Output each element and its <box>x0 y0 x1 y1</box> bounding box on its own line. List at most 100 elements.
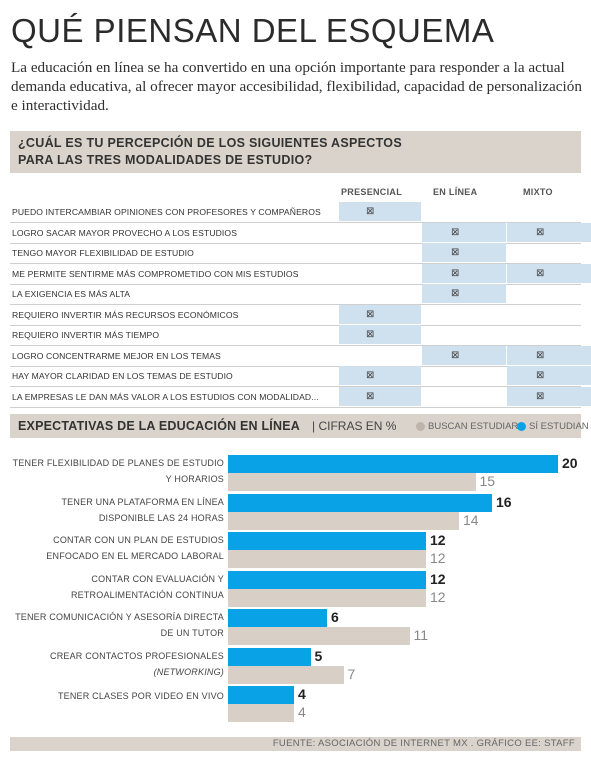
value-label-buscan-estudiar: 14 <box>463 512 479 528</box>
row-label: LOGRO CONCENTRARME MEJOR EN LOS TEMAS <box>12 351 221 361</box>
mark-cell <box>507 223 591 242</box>
bar-si-estudian <box>228 455 558 473</box>
category-label: TENER UNA PLATAFORMA EN LÍNEA <box>61 497 224 507</box>
question-line-2: PARA LAS TRES MODALIDADES DE ESTUDIO? <box>18 153 313 167</box>
value-label-si-estudian: 12 <box>430 532 446 548</box>
bar-buscan-estudiar <box>228 704 294 722</box>
category-label: CONTAR CON EVALUACIÓN Y <box>91 574 224 584</box>
bar-buscan-estudiar <box>228 512 459 530</box>
question-header: ¿CUÁL ES TU PERCEPCIÓN DE LOS SIGUIENTES… <box>10 131 581 173</box>
row-divider <box>10 243 581 244</box>
page-subtitle: La educación en línea se ha convertido e… <box>11 59 582 114</box>
mark-cell <box>422 284 506 303</box>
mark-cell <box>339 305 421 324</box>
value-label-buscan-estudiar: 7 <box>347 666 356 682</box>
mark-cell <box>339 202 421 221</box>
bar-si-estudian <box>228 686 294 704</box>
legend-dot-si-estudian <box>517 422 526 431</box>
table-row: ⊠ ⊠ LA EMPRESAS LE DAN MÁS VALOR A LOS EST… <box>10 387 591 407</box>
table-row: ⊠ REQUIERO INVERTIR MÁS TIEMPO <box>10 325 581 345</box>
mark-cell <box>422 346 506 365</box>
check-mark-icon: ⊠ <box>536 370 545 381</box>
mark-cell <box>507 366 591 385</box>
row-label: ME PERMITE SENTIRME MÁS COMPROMETIDO CON… <box>12 269 299 279</box>
row-divider <box>10 345 581 346</box>
category-label: Y HORARIOS <box>165 474 224 484</box>
legend-si-estudian: SÍ ESTUDIAN <box>529 421 589 432</box>
category-label: TENER CLASES POR VIDEO EN VIVO <box>57 691 224 701</box>
value-label-buscan-estudiar: 4 <box>298 704 306 720</box>
check-mark-icon: ⊠ <box>536 268 545 279</box>
row-label: LA EXIGENCIA ES MÁS ALTA <box>12 289 131 299</box>
row-divider <box>10 284 581 285</box>
category-label: TENER COMUNICACIÓN Y ASESORÍA DIRECTA <box>15 612 224 622</box>
page-title: QUÉ PIENSAN DEL ESQUEMA <box>11 12 495 49</box>
row-divider <box>10 222 581 223</box>
bar-si-estudian <box>228 532 426 550</box>
value-label-si-estudian: 6 <box>331 609 339 625</box>
column-header-presencial: PRESENCIAL <box>341 187 403 197</box>
category-label: CONTAR CON UN PLAN DE ESTUDIOS <box>53 535 224 545</box>
bar-buscan-estudiar <box>228 627 410 645</box>
category-label: DISPONIBLE LAS 24 HORAS <box>98 513 224 523</box>
value-label-buscan-estudiar: 15 <box>479 473 496 489</box>
legend-buscan-estudiar: BUSCAN ESTUDIAR <box>428 421 519 432</box>
category-label: ENFOCADO EN EL MERCADO LABORAL <box>46 551 224 561</box>
row-divider <box>10 325 581 326</box>
bar-buscan-estudiar <box>228 666 344 684</box>
row-divider <box>10 304 581 305</box>
value-label-buscan-estudiar: 11 <box>413 627 429 643</box>
check-mark-icon: ⊠ <box>451 247 460 258</box>
value-label-buscan-estudiar: 12 <box>430 550 446 566</box>
table-row: ⊠ ⊠ HAY MAYOR CLARIDAD EN LOS TEMAS DE EST… <box>10 366 591 386</box>
bar-buscan-estudiar <box>228 550 426 568</box>
mark-cell <box>507 387 591 406</box>
category-label: TENER FLEXIBILIDAD DE PLANES DE ESTUDIO <box>12 458 224 468</box>
table-row: ⊠ REQUIERO INVERTIR MÁS RECURSOS ECONÓMIC… <box>10 305 581 325</box>
mark-cell <box>507 264 591 283</box>
row-divider <box>10 366 581 367</box>
table-row: ⊠ ⊠ LOGRO SACAR MAYOR PROVECHO A LOS ESTUD… <box>10 223 591 243</box>
check-mark-icon: ⊠ <box>366 370 375 381</box>
row-label: PUEDO INTERCAMBIAR OPINIONES CON PROFESO… <box>12 207 321 217</box>
check-mark-icon: ⊠ <box>366 309 375 320</box>
bar-buscan-estudiar <box>228 589 426 607</box>
check-mark-icon: ⊠ <box>451 288 460 299</box>
check-mark-icon: ⊠ <box>451 350 460 361</box>
row-divider <box>10 263 581 264</box>
bar-buscan-estudiar <box>228 473 476 491</box>
unit-text: CIFRAS EN % <box>318 419 397 433</box>
table-row: ⊠ TENGO MAYOR FLEXIBILIDAD DE ESTUDIO <box>10 243 581 263</box>
check-mark-icon: ⊠ <box>536 350 545 361</box>
check-mark-icon: ⊠ <box>451 227 460 238</box>
mark-cell <box>339 325 421 344</box>
mark-cell <box>339 366 421 385</box>
mark-cell <box>507 346 591 365</box>
table-row: ⊠ ⊠ LOGRO CONCENTRARME MEJOR EN LOS TEMAS <box>10 346 591 366</box>
row-label: TENGO MAYOR FLEXIBILIDAD DE ESTUDIO <box>12 248 194 258</box>
row-label: REQUIERO INVERTIR MÁS RECURSOS ECONÓMICO… <box>12 310 239 320</box>
source-band: FUENTE: ASOCIACIÓN DE INTERNET MX . GRÁF… <box>10 737 581 751</box>
expectations-heading: EXPECTATIVAS DE LA EDUCACIÓN EN LÍNEA <box>18 419 300 433</box>
column-header-mixto: MIXTO <box>523 187 553 197</box>
row-label: LA EMPRESAS LE DAN MÁS VALOR A LOS ESTUD… <box>12 392 319 402</box>
check-mark-icon: ⊠ <box>536 227 545 238</box>
question-line-1: ¿CUÁL ES TU PERCEPCIÓN DE LOS SIGUIENTES… <box>18 136 402 150</box>
category-label: RETROALIMENTACIÓN CONTINUA <box>70 590 224 600</box>
check-mark-icon: ⊠ <box>451 268 460 279</box>
source-note: FUENTE: ASOCIACIÓN DE INTERNET MX . GRÁF… <box>272 738 575 749</box>
category-label: CREAR CONTACTOS PROFESIONALES <box>50 651 224 661</box>
expectations-unit: | CIFRAS EN % <box>312 419 397 433</box>
value-label-buscan-estudiar: 12 <box>430 589 446 605</box>
value-label-si-estudian: 20 <box>562 455 578 471</box>
column-header-en-linea: EN LÍNEA <box>433 187 478 197</box>
value-label-si-estudian: 4 <box>298 686 306 702</box>
mark-cell <box>422 264 506 283</box>
table-row: ⊠ PUEDO INTERCAMBIAR OPINIONES CON PROFES… <box>10 202 581 222</box>
table-row: ⊠ ⊠ ME PERMITE SENTIRME MÁS COMPROMETIDO C… <box>10 264 591 284</box>
check-mark-icon: ⊠ <box>536 391 545 402</box>
mark-cell <box>422 223 506 242</box>
row-divider <box>10 386 581 387</box>
row-label: LOGRO SACAR MAYOR PROVECHO A LOS ESTUDIO… <box>12 228 238 238</box>
row-label: HAY MAYOR CLARIDAD EN LOS TEMAS DE ESTUD… <box>12 371 233 381</box>
